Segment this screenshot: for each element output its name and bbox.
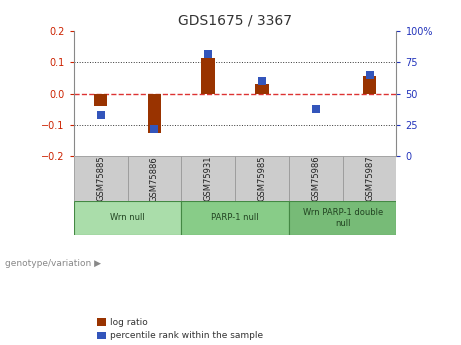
Point [151,126,158,131]
Bar [255,84,269,94]
Bar [181,201,289,235]
Bar [289,156,343,201]
Legend: log ratio, percentile rank within the sample: log ratio, percentile rank within the sa… [97,318,263,341]
Text: PARP-1 null: PARP-1 null [211,213,259,222]
Bar [94,94,107,106]
Bar [235,156,289,201]
Text: GSM75931: GSM75931 [204,156,213,201]
Text: Wrn null: Wrn null [110,213,145,222]
Text: genotype/variation ▶: genotype/variation ▶ [5,259,100,268]
Bar [343,156,396,201]
Text: GSM75985: GSM75985 [258,156,266,201]
Bar [148,94,161,133]
Text: GSM75885: GSM75885 [96,156,105,201]
Point [312,106,319,111]
Bar [201,58,215,94]
Bar [289,201,396,235]
Point [97,112,104,118]
Bar [74,201,181,235]
Bar [74,156,128,201]
Point [205,51,212,56]
Text: GSM75986: GSM75986 [311,156,320,201]
Text: GSM75886: GSM75886 [150,156,159,201]
Point [258,78,266,84]
Title: GDS1675 / 3367: GDS1675 / 3367 [178,13,292,27]
Bar [181,156,235,201]
Text: Wrn PARP-1 double
null: Wrn PARP-1 double null [302,208,383,227]
Text: GSM75987: GSM75987 [365,156,374,201]
Bar [363,77,376,94]
Point [366,72,373,78]
Bar [128,156,181,201]
